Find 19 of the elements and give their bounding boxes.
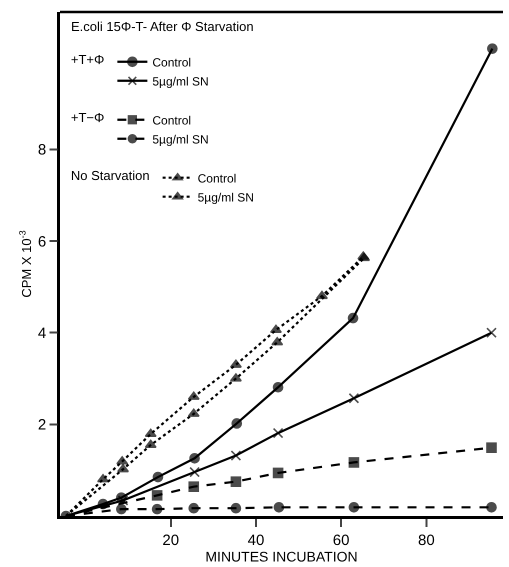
x-tick-label: 40 [248, 532, 264, 549]
annotation: +T−Φ [70, 110, 104, 126]
y-tick-label: 6 [38, 233, 46, 250]
legend-label: Control [198, 171, 236, 186]
x-tick-label: 80 [418, 532, 435, 549]
x-axis-title: MINUTES INCUBATION [205, 548, 358, 565]
x-tick-label: 60 [332, 532, 350, 549]
y-tick-label: 4 [38, 324, 46, 342]
legend-label: Control [152, 55, 192, 70]
y-tick-label: 2 [38, 416, 46, 434]
legend-label: 5µg/ml SN [152, 132, 209, 146]
legend-title: E.coli 15Φ-T- After Φ Starvation [71, 19, 254, 34]
y-tick-label: 8 [38, 142, 46, 159]
legend-label: 5µg/ml SN [152, 74, 209, 88]
annotation: +T+Φ [70, 52, 104, 68]
x-tick-label: 20 [162, 532, 180, 549]
legend-label: 5µg/ml SN [198, 190, 254, 204]
legend-label: Control [152, 113, 192, 128]
annotation: No Starvation [70, 168, 150, 184]
